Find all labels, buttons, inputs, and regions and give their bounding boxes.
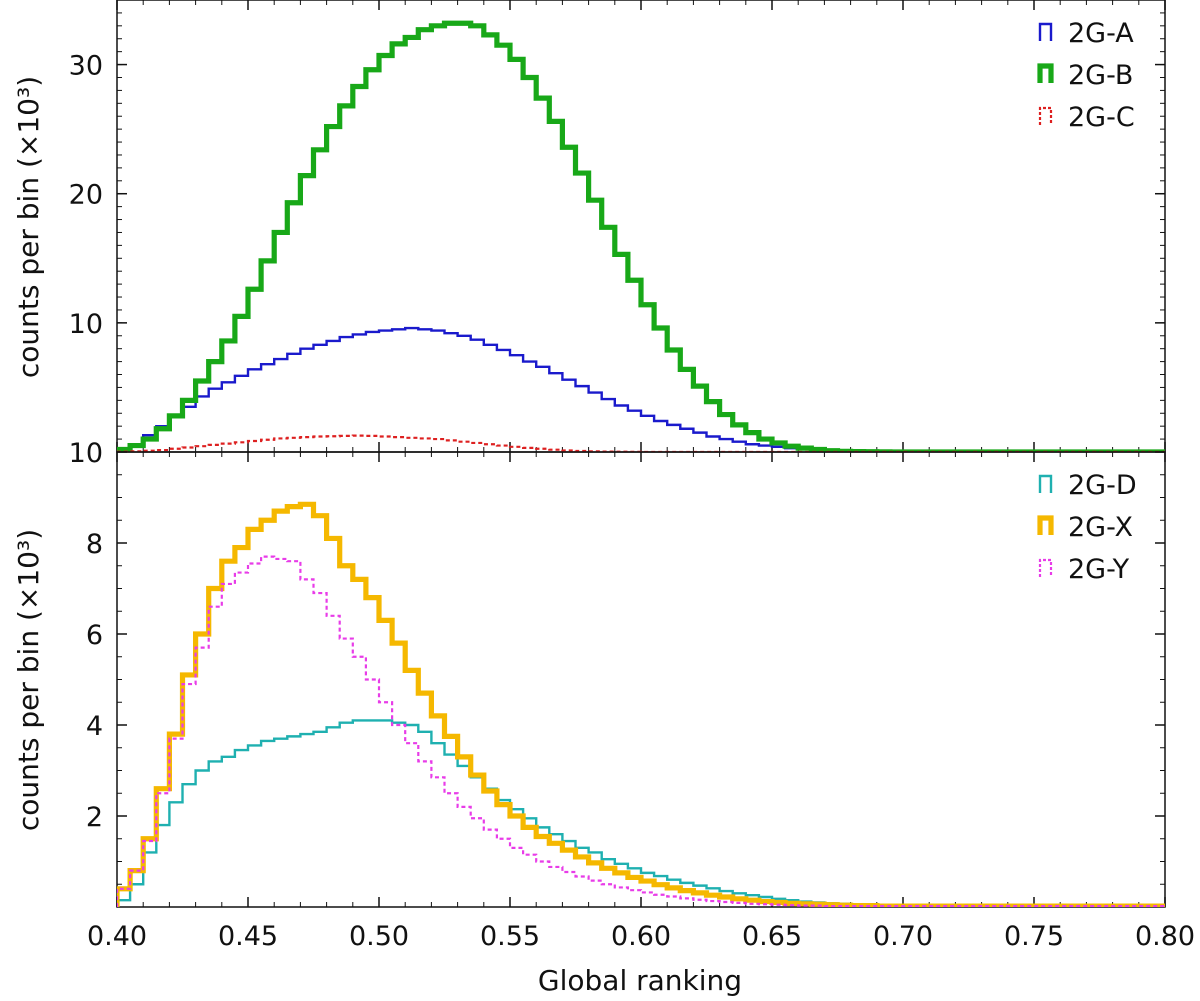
x-axis-label: Global ranking: [538, 964, 742, 997]
top-y-tick-label: 10: [69, 309, 103, 340]
bottom-y-tick-label: 6: [86, 620, 103, 651]
legend-swatch-2g-b: [1037, 63, 1054, 83]
legend-label-2g-a: 2G-A: [1068, 18, 1134, 49]
bottom-y-tick-label: 10: [69, 438, 103, 469]
top-y-tick-label: 20: [69, 180, 103, 211]
top-y-axis-label: counts per bin (×10³): [12, 76, 45, 378]
x-tick-label: 0.65: [742, 921, 802, 952]
legend-swatch-2g-a: [1038, 22, 1053, 41]
legend-label-2g-y: 2G-Y: [1068, 554, 1130, 585]
x-tick-label: 0.70: [873, 921, 933, 952]
bottom-y-tick-label: 8: [86, 529, 103, 560]
legend-swatch-2g-y: [1038, 558, 1053, 577]
x-tick-label: 0.40: [87, 921, 147, 952]
x-tick-label: 0.75: [1004, 921, 1064, 952]
x-tick-label: 0.80: [1135, 921, 1195, 952]
x-tick-label: 0.55: [480, 921, 540, 952]
legend-label-2g-b: 2G-B: [1068, 60, 1133, 91]
top-series-2g-a: [117, 326, 1165, 452]
legend-swatch-2g-x: [1037, 515, 1054, 535]
x-tick-label: 0.45: [218, 921, 278, 952]
bottom-y-tick-label: 4: [86, 711, 103, 742]
top-panel: 10 20 30 2G-A 2G-B 2G-C: [69, 0, 1166, 453]
bottom-y-axis-label: counts per bin (×10³): [12, 529, 45, 831]
bottom-series-2g-y: [117, 555, 1165, 907]
top-series-2g-c: [117, 434, 1165, 452]
top-y-tick-label: 30: [69, 51, 103, 82]
x-tick-label: 0.50: [349, 921, 409, 952]
top-plot-frame: [116, 0, 1166, 453]
x-tick-label: 0.60: [611, 921, 671, 952]
legend-label-2g-c: 2G-C: [1068, 102, 1135, 133]
legend-swatch-2g-c: [1038, 106, 1053, 125]
legend-label-2g-d: 2G-D: [1068, 470, 1137, 501]
legend-swatch-2g-d: [1038, 474, 1053, 493]
bottom-panel: 2 4 6 8 10 0.40 0.45 0.50 0.55 0.60 0.65 0.70 0.75 0.…: [69, 438, 1195, 952]
bottom-y-tick-label: 2: [86, 802, 103, 833]
legend-label-2g-x: 2G-X: [1068, 512, 1133, 543]
bottom-series-2g-x: [117, 501, 1165, 907]
top-series-2g-b: [117, 20, 1165, 452]
